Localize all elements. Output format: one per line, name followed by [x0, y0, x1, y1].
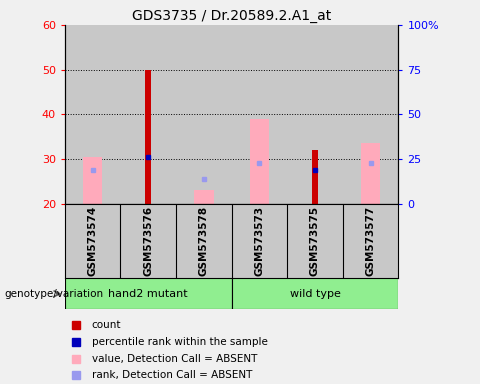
FancyBboxPatch shape — [65, 278, 231, 309]
Title: GDS3735 / Dr.20589.2.A1_at: GDS3735 / Dr.20589.2.A1_at — [132, 8, 331, 23]
Bar — [287, 25, 343, 204]
Bar — [145, 70, 151, 204]
Text: GSM573575: GSM573575 — [310, 206, 320, 276]
Bar — [232, 25, 287, 204]
Text: value, Detection Call = ABSENT: value, Detection Call = ABSENT — [92, 354, 257, 364]
Text: rank, Detection Call = ABSENT: rank, Detection Call = ABSENT — [92, 371, 252, 381]
Text: count: count — [92, 320, 121, 330]
Bar — [250, 119, 269, 204]
Text: GSM573574: GSM573574 — [88, 206, 97, 276]
FancyBboxPatch shape — [231, 278, 398, 309]
Text: GSM573577: GSM573577 — [366, 206, 376, 276]
Text: GSM573576: GSM573576 — [143, 206, 153, 276]
Bar — [343, 25, 398, 204]
Text: GSM573578: GSM573578 — [199, 206, 209, 276]
Text: hand2 mutant: hand2 mutant — [108, 289, 188, 299]
Bar — [312, 150, 318, 204]
Text: percentile rank within the sample: percentile rank within the sample — [92, 337, 267, 347]
Bar — [65, 25, 120, 204]
Bar — [83, 157, 102, 204]
Bar — [120, 25, 176, 204]
Bar — [361, 143, 380, 204]
Text: wild type: wild type — [289, 289, 340, 299]
Text: GSM573573: GSM573573 — [254, 206, 264, 276]
Bar — [176, 25, 231, 204]
Bar — [194, 190, 214, 204]
Text: genotype/variation: genotype/variation — [5, 289, 104, 299]
